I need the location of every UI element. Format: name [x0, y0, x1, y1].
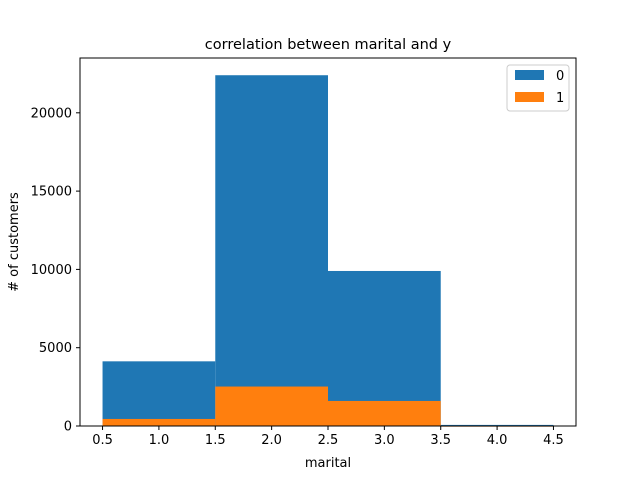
x-tick-label: 2.5 [318, 433, 339, 448]
y-tick-label: 20000 [31, 106, 72, 121]
x-tick-label: 3.5 [430, 433, 451, 448]
legend: 0 1 [506, 64, 570, 112]
x-tick-label: 1.5 [205, 433, 226, 448]
y-tick-label: 15000 [31, 185, 72, 200]
x-tick-label: 3.0 [374, 433, 395, 448]
bar-series-1-bin-3 [328, 400, 441, 426]
bar-series-1-bin-1 [102, 418, 216, 426]
y-tick-label: 0 [64, 420, 72, 435]
y-axis-label: # of customers [7, 192, 22, 292]
bars-layer [102, 75, 554, 427]
bar-series-0-bin-4 [440, 424, 554, 426]
y-tick-label: 5000 [39, 341, 72, 356]
x-axis-label: marital [305, 456, 351, 471]
legend-label-0: 0 [556, 69, 564, 84]
x-axis-ticks: 0.5 1.0 1.5 2.0 2.5 3.0 3.5 4.0 4.5 [92, 426, 564, 448]
x-tick-label: 4.0 [487, 433, 508, 448]
x-tick-label: 4.5 [543, 433, 564, 448]
bar-series-0-bin-1 [102, 361, 216, 426]
x-tick-label: 2.0 [261, 433, 282, 448]
legend-label-1: 1 [556, 91, 564, 106]
bar-series-1-bin-2 [215, 386, 328, 426]
legend-swatch-1 [515, 92, 544, 102]
y-tick-label: 10000 [31, 263, 72, 278]
bar-series-0-bin-3 [328, 270, 441, 426]
bar-series-0-bin-2 [215, 75, 328, 427]
x-tick-label: 1.0 [149, 433, 170, 448]
x-tick-label: 0.5 [92, 433, 113, 448]
y-axis-ticks: 0 5000 10000 15000 20000 [31, 106, 80, 435]
legend-swatch-0 [515, 70, 544, 80]
chart-title: correlation between marital and y [205, 37, 452, 53]
